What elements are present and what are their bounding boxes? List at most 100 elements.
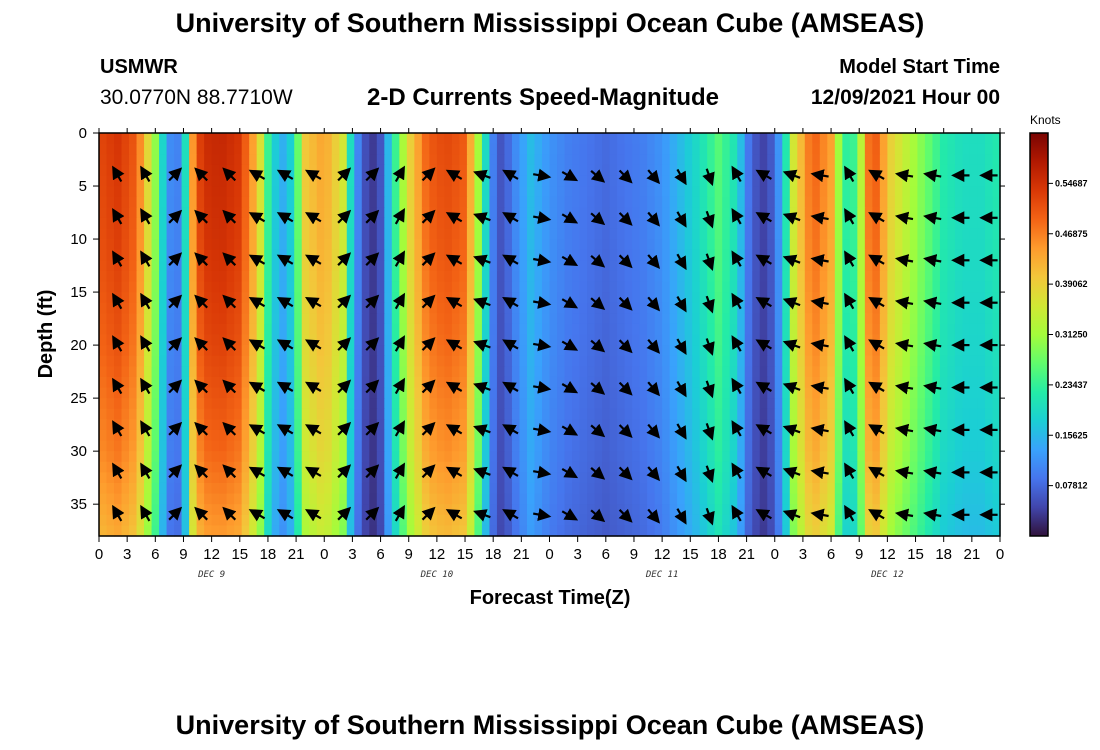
heatmap-cell (309, 154, 318, 166)
current-arrow (168, 252, 183, 267)
heatmap-cell (992, 196, 1001, 208)
current-arrow (731, 335, 744, 352)
current-arrow (618, 381, 633, 396)
heatmap-cell (857, 493, 866, 505)
heatmap-cell (572, 366, 581, 378)
heatmap-cell (436, 281, 445, 293)
heatmap-cell (316, 239, 325, 251)
heatmap-cell (677, 525, 686, 537)
heatmap-cell (842, 186, 851, 198)
heatmap-cell (346, 292, 355, 304)
heatmap-cell (114, 186, 123, 198)
heatmap-cell (354, 186, 363, 198)
heatmap-cell (759, 323, 768, 336)
heatmap-cell (526, 260, 536, 272)
heatmap-cell (557, 175, 566, 187)
heatmap-cell (189, 419, 198, 431)
heatmap-cell (166, 133, 175, 145)
heatmap-cell (827, 398, 836, 410)
heatmap-cell (692, 504, 701, 516)
heatmap-cell (436, 323, 445, 336)
heatmap-cell (136, 196, 145, 208)
heatmap-cell (181, 239, 190, 251)
heatmap-cell (459, 355, 468, 367)
heatmap-cell (444, 143, 453, 155)
heatmap-cell (774, 440, 783, 452)
heatmap-cell (797, 260, 806, 272)
heatmap-cell (181, 281, 190, 293)
heatmap-cell (354, 440, 363, 452)
heatmap-cell (189, 472, 198, 484)
heatmap-cell (662, 461, 671, 473)
heatmap-cell (992, 228, 1001, 240)
heatmap-cell (354, 451, 363, 463)
heatmap-cell (271, 504, 280, 516)
heatmap-cell (444, 207, 453, 219)
heatmap-cell (324, 493, 333, 505)
heatmap-cell (136, 228, 145, 240)
heatmap-cell (106, 504, 115, 516)
heatmap-cell (789, 408, 798, 420)
heatmap-cell (894, 143, 903, 155)
heatmap-cell (692, 313, 701, 325)
heatmap-cell (466, 196, 476, 208)
heatmap-cell (414, 323, 423, 336)
heatmap-cell (572, 313, 581, 325)
heatmap-cell (279, 302, 288, 314)
heatmap-cell (804, 239, 813, 251)
heatmap-cell (406, 175, 415, 187)
heatmap-cell (729, 408, 738, 420)
heatmap-cell (361, 334, 370, 346)
heatmap-cell (849, 493, 858, 505)
heatmap-cell (992, 451, 1001, 463)
heatmap-cell (346, 451, 355, 463)
heatmap-cell (211, 461, 220, 473)
heatmap-cell (564, 186, 573, 198)
heatmap-cell (759, 228, 768, 240)
heatmap-cell (504, 217, 513, 230)
heatmap-cell (271, 419, 280, 431)
heatmap-cell (496, 260, 506, 272)
heatmap-cell (632, 217, 641, 230)
heatmap-cell (249, 143, 258, 155)
heatmap-cell (331, 133, 340, 145)
heatmap-cell (572, 408, 581, 420)
heatmap-cell (722, 313, 731, 325)
heatmap-cell (384, 260, 393, 272)
heatmap-cell (391, 154, 400, 166)
heatmap-cell (609, 482, 618, 495)
heatmap-cell (549, 429, 558, 442)
heatmap-cell (301, 525, 310, 537)
heatmap-cell (526, 482, 536, 495)
heatmap-cell (444, 334, 453, 346)
heatmap-cell (714, 366, 723, 378)
heatmap-cell (692, 440, 701, 452)
heatmap-cell (587, 133, 596, 145)
heatmap-cell (609, 472, 618, 484)
heatmap-cell (286, 133, 295, 145)
heatmap-cell (909, 419, 919, 431)
current-arrow (894, 466, 914, 480)
heatmap-cell (737, 493, 746, 505)
heatmap-cell (466, 461, 476, 473)
heatmap-cell (722, 525, 731, 537)
heatmap-cell (121, 323, 130, 336)
heatmap-cell (549, 398, 558, 410)
heatmap-cell (234, 398, 243, 410)
heatmap-cell (226, 270, 235, 283)
heatmap-cell (842, 398, 851, 410)
heatmap-cell (189, 429, 198, 442)
heatmap-cell (106, 408, 115, 420)
heatmap-cell (782, 154, 791, 166)
heatmap-cell (954, 281, 964, 293)
heatmap-cell (136, 186, 145, 198)
heatmap-cell (782, 143, 791, 155)
current-arrow (502, 296, 519, 310)
heatmap-cell (737, 133, 746, 145)
heatmap-cell (842, 408, 851, 420)
heatmap-cell (166, 323, 175, 336)
heatmap-cell (189, 249, 198, 261)
heatmap-cell (264, 451, 273, 463)
heatmap-cell (774, 451, 783, 463)
heatmap-cell (954, 429, 964, 442)
